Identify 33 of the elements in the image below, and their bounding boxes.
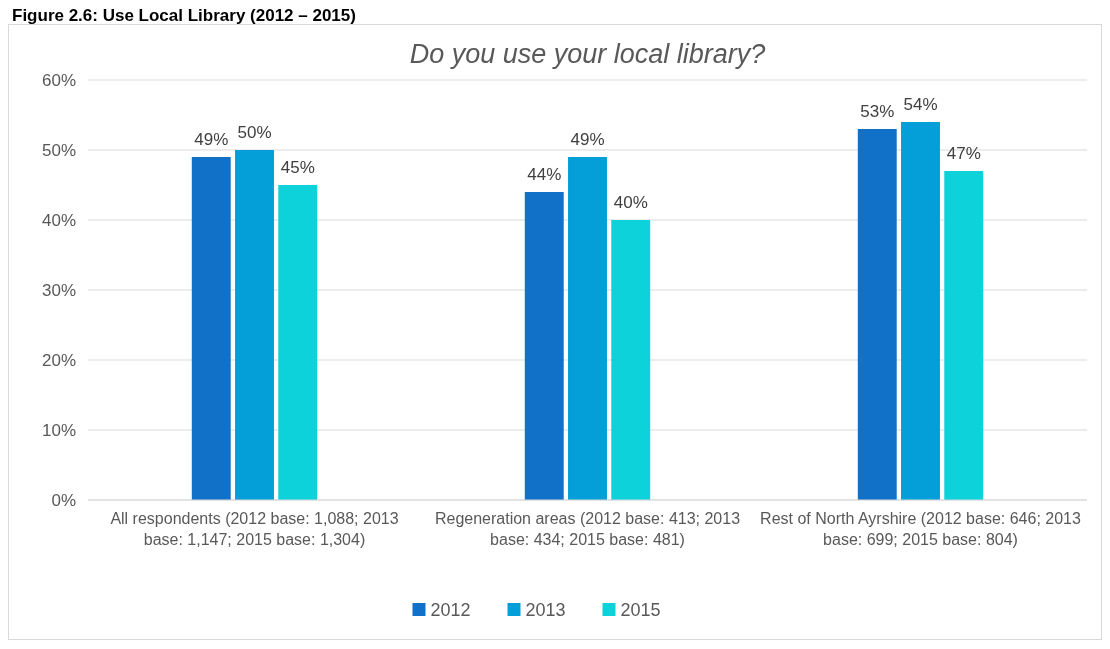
data-label: 53% — [860, 102, 895, 121]
y-tick-label: 20% — [41, 351, 76, 370]
data-label: 47% — [946, 144, 981, 163]
data-label: 49% — [194, 130, 229, 149]
data-label: 40% — [613, 193, 648, 212]
bar — [944, 171, 984, 500]
y-tick-label: 50% — [41, 141, 76, 160]
legend-label: 2015 — [620, 600, 661, 620]
x-tick-label: Rest of North Ayrshire (2012 base: 646; 2013 base: 699; 2015 base: 804) — [760, 510, 1081, 548]
legend-label: 2012 — [430, 600, 471, 620]
data-label: 54% — [903, 95, 938, 114]
y-tick-label: 10% — [41, 421, 76, 440]
x-tick-label: All respondents (2012 base: 1,088; 2013 base: 1,147; 2015 base: 1,304) — [110, 510, 399, 548]
y-tick-label: 60% — [41, 71, 76, 90]
data-label: 50% — [237, 123, 272, 142]
chart-title: Do you use your local library? — [409, 39, 766, 69]
y-tick-label: 40% — [41, 211, 76, 230]
data-label: 45% — [280, 158, 315, 177]
bar — [278, 185, 318, 500]
bar — [191, 157, 231, 500]
bar — [568, 157, 607, 500]
caption: Figure 2.6: Use Local Library (2012 – 2015) — [12, 6, 356, 25]
bar — [524, 192, 564, 500]
legend-label: 2013 — [525, 600, 566, 620]
y-tick-label: 0% — [51, 491, 76, 510]
data-label: 49% — [570, 130, 605, 149]
x-tick-label: Regeneration areas (2012 base: 413; 2013 base: 434; 2015 base: 481) — [434, 510, 741, 548]
bar — [235, 150, 274, 500]
data-label: 44% — [527, 165, 562, 184]
y-tick-label: 30% — [41, 281, 76, 300]
bar — [857, 129, 897, 500]
bar — [611, 220, 651, 500]
bar — [901, 122, 940, 500]
